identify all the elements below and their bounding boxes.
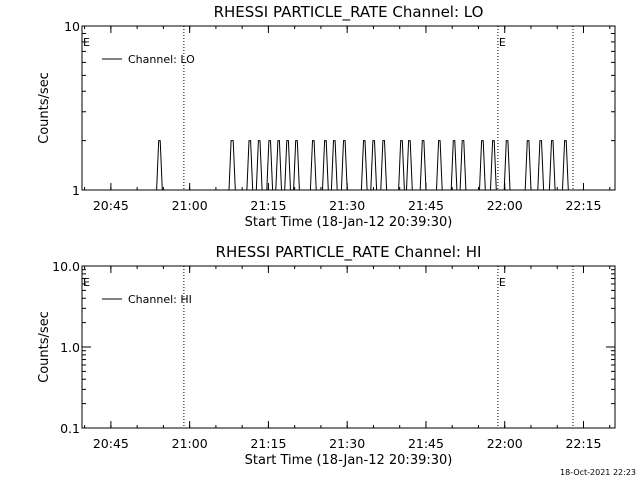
lo-x-axis-label: Start Time (18-Jan-12 20:39:30): [245, 215, 453, 230]
lo-chart-title: RHESSI PARTICLE_RATE Channel: LO: [214, 3, 484, 22]
lo-y-tick-label: 1: [72, 183, 80, 198]
lo-y-axis-label: Counts/sec: [37, 72, 52, 144]
lo-edge-event-label: E: [83, 36, 90, 49]
hi-y-tick-label: 0.1: [60, 421, 80, 436]
hi-x-axis-label: Start Time (18-Jan-12 20:39:30): [245, 453, 453, 468]
lo-x-tick-label: 21:00: [172, 198, 208, 213]
hi-y-axis-label: Counts/sec: [37, 311, 52, 383]
hi-x-tick-label: 21:00: [172, 436, 208, 451]
lo-x-tick-label: 22:00: [487, 198, 523, 213]
hi-y-tick-label: 1.0: [60, 340, 80, 355]
lo-y-tick-label: 10: [64, 19, 80, 34]
lo-series-line: [82, 140, 608, 191]
hi-plot-frame: [81, 265, 616, 429]
hi-x-tick-label: 21:30: [329, 436, 365, 451]
lo-event-label: E: [499, 36, 506, 49]
hi-y-tick-label: 10.0: [52, 259, 80, 274]
lo-x-tick-label: 21:30: [329, 198, 365, 213]
hi-x-tick-label: 22:00: [487, 436, 523, 451]
hi-x-tick-label: 22:15: [565, 436, 601, 451]
lo-x-tick-label: 20:45: [93, 198, 129, 213]
lo-x-tick-label: 21:45: [408, 198, 444, 213]
hi-x-tick-label: 20:45: [93, 436, 129, 451]
hi-chart-title: RHESSI PARTICLE_RATE Channel: HI: [216, 243, 482, 262]
lo-x-tick-label: 22:15: [565, 198, 601, 213]
hi-event-label: E: [499, 276, 506, 289]
timestamp: 18-Oct-2021 22:23: [560, 468, 636, 477]
lo-legend-label: Channel: LO: [128, 53, 195, 66]
lo-plot-frame: [81, 25, 616, 191]
hi-legend-label: Channel: HI: [128, 293, 192, 306]
lo-x-tick-label: 21:15: [250, 198, 286, 213]
hi-x-tick-label: 21:45: [408, 436, 444, 451]
hi-x-tick-label: 21:15: [250, 436, 286, 451]
hi-edge-event-label: E: [83, 276, 90, 289]
